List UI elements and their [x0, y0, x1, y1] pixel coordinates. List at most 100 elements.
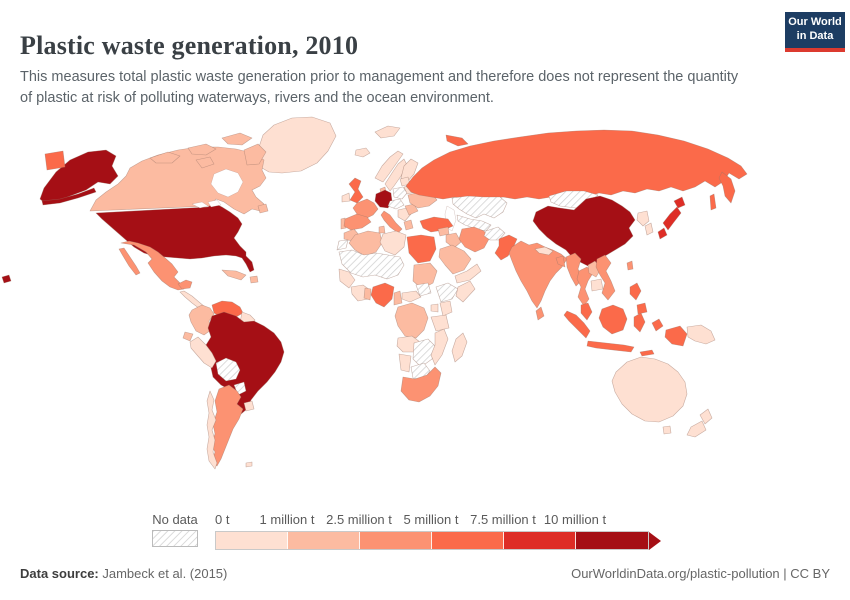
country-uganda[interactable]: [430, 303, 439, 313]
country-hispaniola[interactable]: [249, 275, 259, 284]
country-indonesia-sumatra[interactable]: [563, 310, 591, 339]
country-nigeria[interactable]: [370, 282, 395, 308]
country-ireland[interactable]: [341, 192, 351, 203]
country-indonesia-java[interactable]: [586, 340, 635, 353]
country-kenya[interactable]: [439, 300, 453, 317]
country-cambodia[interactable]: [590, 278, 604, 292]
country-libya[interactable]: [379, 230, 407, 256]
country-united-kingdom[interactable]: [348, 177, 364, 204]
country-russia-chukotka[interactable]: [44, 150, 66, 171]
country-nepal[interactable]: [534, 246, 554, 256]
footer-link[interactable]: OurWorldinData.org/plastic-pollution | C…: [571, 566, 830, 581]
country-madagascar[interactable]: [451, 332, 468, 363]
country-united-states-hawaii[interactable]: [1, 274, 12, 284]
country-egypt[interactable]: [406, 234, 437, 264]
country-sudan[interactable]: [412, 262, 438, 290]
country-senegal-guinea[interactable]: [338, 268, 356, 289]
country-chile[interactable]: [206, 390, 218, 470]
country-yemen-oman[interactable]: [454, 263, 482, 284]
country-russia-sakhalin[interactable]: [709, 193, 717, 211]
country-canada-victoria[interactable]: [195, 156, 215, 169]
country-taiwan[interactable]: [626, 260, 634, 271]
country-united-states-aleutians[interactable]: [41, 187, 97, 206]
country-south-africa[interactable]: [400, 366, 442, 403]
country-russia-novaya-zemlya[interactable]: [445, 134, 469, 147]
country-canada-island[interactable]: [187, 143, 217, 156]
country-austria-czechia[interactable]: [387, 198, 405, 210]
country-indonesia-moluccas[interactable]: [651, 318, 664, 332]
country-uruguay[interactable]: [243, 400, 255, 412]
country-cameroon[interactable]: [393, 290, 403, 306]
country-zambia-zimbabwe[interactable]: [412, 338, 437, 368]
country-canada-island[interactable]: [149, 151, 181, 164]
owid-logo[interactable]: Our World in Data: [785, 12, 845, 48]
country-pakistan[interactable]: [494, 234, 518, 261]
country-tasmania[interactable]: [662, 425, 672, 435]
country-bangladesh[interactable]: [555, 255, 566, 268]
country-tanzania[interactable]: [430, 314, 450, 332]
country-syria[interactable]: [437, 226, 450, 237]
country-iceland[interactable]: [354, 147, 371, 158]
country-china[interactable]: [532, 195, 636, 267]
country-malaysia[interactable]: [580, 302, 593, 321]
country-new-zealand-south[interactable]: [686, 420, 707, 438]
country-iran[interactable]: [458, 226, 490, 253]
country-canada-baffin[interactable]: [243, 143, 267, 166]
country-finland[interactable]: [400, 158, 419, 183]
country-japan-honshu[interactable]: [662, 206, 682, 231]
country-sahel-belt[interactable]: [338, 249, 405, 280]
country-sri-lanka[interactable]: [535, 306, 545, 321]
country-romania[interactable]: [404, 203, 419, 216]
country-central-african-republic[interactable]: [401, 290, 422, 303]
country-japan-kyushu[interactable]: [657, 227, 668, 240]
country-indonesia-borneo[interactable]: [598, 304, 628, 335]
country-north-korea[interactable]: [636, 210, 650, 227]
country-bolivia[interactable]: [215, 357, 241, 382]
country-vietnam[interactable]: [595, 254, 616, 301]
country-indonesia-papua[interactable]: [664, 325, 688, 347]
country-philippines-mindanao[interactable]: [636, 302, 648, 315]
country-saudi-arabia[interactable]: [438, 244, 472, 275]
country-south-sudan[interactable]: [415, 282, 432, 297]
country-indonesia-lesser-sunda[interactable]: [639, 349, 655, 357]
country-ethiopia[interactable]: [435, 282, 459, 303]
country-canada-newfoundland[interactable]: [257, 203, 269, 214]
country-ecuador[interactable]: [182, 331, 194, 342]
country-somalia[interactable]: [455, 280, 476, 303]
country-ghana[interactable]: [363, 287, 372, 301]
country-papua-new-guinea[interactable]: [686, 324, 716, 345]
country-poland[interactable]: [392, 186, 408, 200]
country-indonesia-sulawesi[interactable]: [633, 312, 646, 333]
country-canada[interactable]: [89, 146, 267, 215]
country-iraq[interactable]: [445, 232, 462, 249]
data-source[interactable]: Data source: Jambeck et al. (2015): [20, 566, 227, 581]
country-namibia[interactable]: [398, 353, 412, 373]
country-mexico-yucatan[interactable]: [177, 279, 193, 290]
country-russia-kamchatka[interactable]: [718, 171, 736, 204]
country-japan-hokkaido[interactable]: [673, 196, 686, 209]
country-argentina[interactable]: [210, 384, 244, 467]
country-mexico-baja[interactable]: [118, 247, 141, 276]
country-falkland-islands[interactable]: [245, 461, 253, 468]
country-kazakhstan[interactable]: [451, 195, 508, 219]
country-united-states[interactable]: [95, 202, 255, 273]
country-australia[interactable]: [611, 356, 688, 423]
country-tunisia[interactable]: [378, 225, 386, 234]
country-dr-congo[interactable]: [394, 302, 429, 339]
country-greenland[interactable]: [257, 116, 337, 174]
country-algeria[interactable]: [348, 230, 383, 257]
country-india[interactable]: [508, 240, 568, 309]
country-cuba[interactable]: [221, 269, 247, 281]
world-map[interactable]: [0, 105, 850, 510]
country-western-sahara[interactable]: [336, 239, 349, 251]
country-greece[interactable]: [403, 219, 414, 231]
country-new-zealand-north[interactable]: [699, 408, 713, 425]
country-canada-island[interactable]: [221, 132, 253, 146]
country-peru[interactable]: [189, 336, 217, 369]
country-mozambique[interactable]: [430, 328, 449, 366]
country-spain[interactable]: [343, 213, 372, 231]
country-svalbard[interactable]: [374, 125, 401, 139]
country-norway[interactable]: [374, 150, 404, 183]
country-south-korea[interactable]: [644, 222, 654, 236]
country-philippines-luzon[interactable]: [629, 282, 642, 301]
